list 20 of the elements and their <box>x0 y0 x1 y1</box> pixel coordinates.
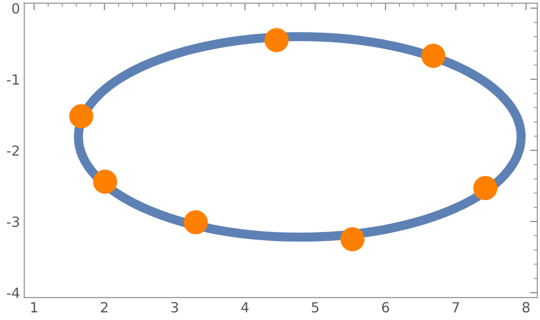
point <box>184 210 208 234</box>
point <box>69 104 94 128</box>
x-tick-label: 2 <box>101 302 108 312</box>
point <box>93 170 118 194</box>
x-tick-label: 4 <box>241 302 249 312</box>
point <box>473 176 498 200</box>
y-tick-label: -1 <box>6 74 19 85</box>
y-tick-label: -3 <box>6 216 20 227</box>
point <box>421 44 446 68</box>
x-tick-label: 8 <box>522 302 530 313</box>
point <box>264 28 289 52</box>
x-tick-label: 3 <box>171 302 178 313</box>
x-tick-label: 6 <box>382 302 390 313</box>
x-tick-label: 1 <box>31 302 38 312</box>
y-tick-label: 0 <box>12 3 20 14</box>
x-tick-label: 7 <box>452 302 460 312</box>
y-tick-label: -4 <box>6 288 20 298</box>
x-tick-label: 5 <box>312 302 318 313</box>
y-tick-label: -2 <box>6 145 19 156</box>
point <box>340 227 365 252</box>
